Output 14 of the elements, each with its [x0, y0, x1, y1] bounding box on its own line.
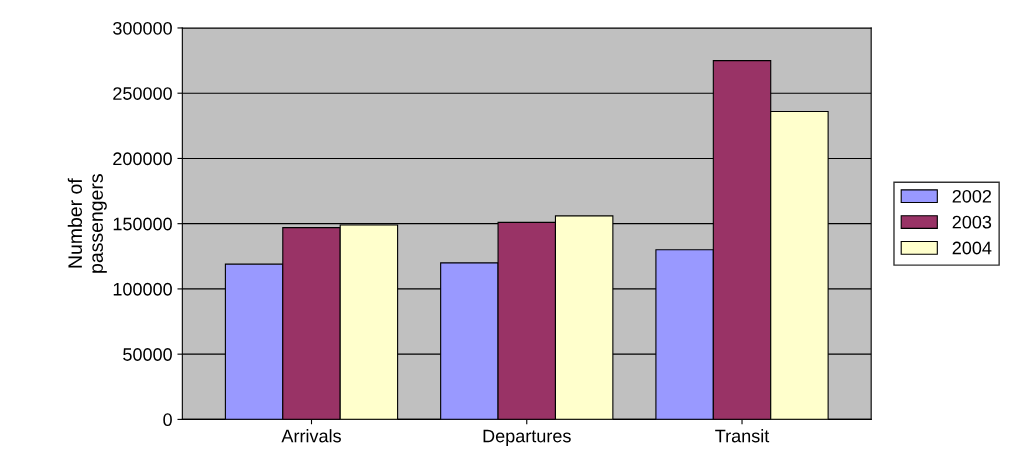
y-tick-label: 100000	[113, 282, 172, 296]
x-tick-label: Departures	[483, 429, 571, 446]
y-tick-label: 250000	[113, 87, 172, 100]
x-tick-label: Transit	[715, 429, 770, 443]
legend-label: 2003	[952, 215, 992, 229]
y-tick-label: 200000	[113, 152, 172, 166]
legend-label: 2004	[952, 241, 992, 255]
y-axis-title: Number of passengers	[67, 174, 107, 273]
x-tick-label: Arrivals	[281, 429, 341, 443]
y-tick-label: 0	[163, 413, 172, 427]
y-tick-label: 150000	[113, 217, 172, 231]
legend-label: 2002	[952, 189, 992, 203]
y-tick-label: 50000	[123, 348, 172, 361]
y-tick-label: 300000	[113, 21, 172, 35]
